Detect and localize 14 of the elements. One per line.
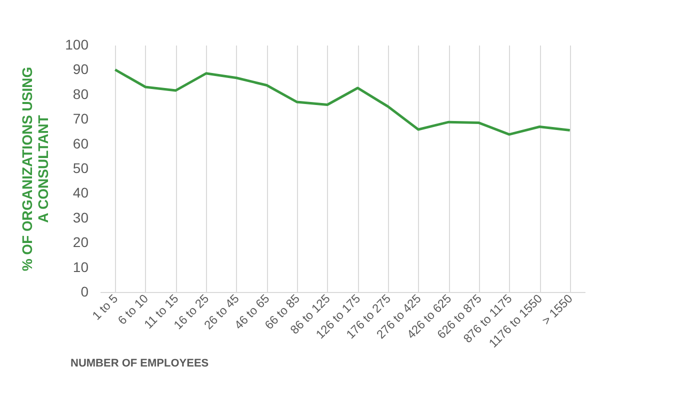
y-tick-label: 70 <box>72 110 89 127</box>
y-tick-label: 0 <box>80 284 89 300</box>
line-series <box>114 68 572 136</box>
y-tick-label: 40 <box>72 184 89 201</box>
y-axis-title: % OF ORGANIZATIONS USING A CONSULTANT <box>19 66 52 272</box>
y-tick-label: 90 <box>72 61 89 78</box>
x-axis-title: NUMBER OF EMPLOYEES <box>70 358 209 370</box>
y-tick-label: 30 <box>72 209 89 226</box>
y-tick-label: 10 <box>72 258 89 275</box>
y-tick-label: 80 <box>72 86 89 102</box>
y-tick-label: 60 <box>72 135 89 152</box>
y-tick-label: 20 <box>72 234 89 250</box>
y-tick-label: 50 <box>72 160 89 176</box>
y-tick-label: 100 <box>65 36 89 52</box>
